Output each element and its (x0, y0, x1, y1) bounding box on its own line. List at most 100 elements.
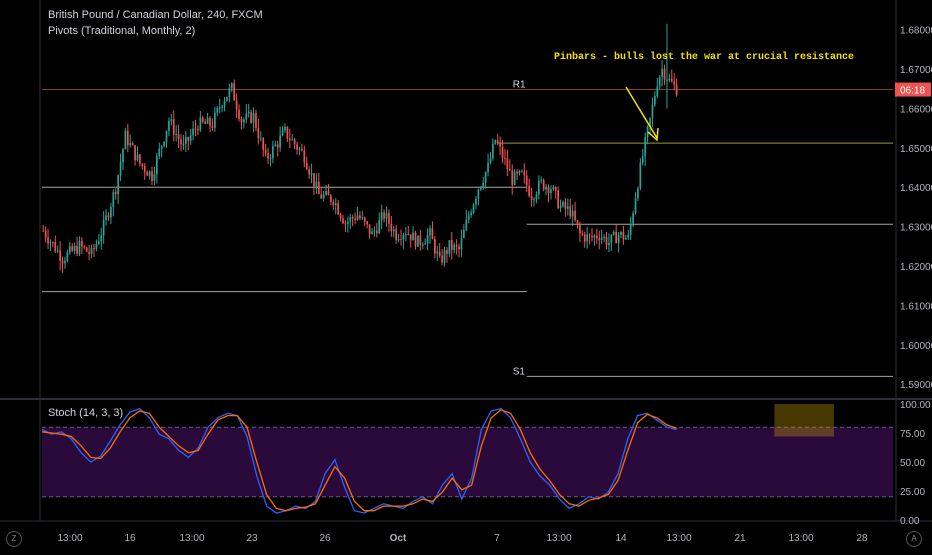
pivot-label: R1 (513, 80, 526, 91)
candle-body (73, 245, 76, 251)
candle-body (562, 202, 564, 206)
candle-body (574, 210, 576, 221)
candle-body (136, 154, 139, 161)
candle-body (649, 117, 651, 127)
candle-body (327, 190, 330, 196)
candle-body (330, 195, 332, 202)
time-tick-label: 21 (734, 533, 746, 544)
candle-body (547, 186, 550, 194)
candle-body (629, 223, 632, 235)
candle-body (368, 224, 371, 235)
symbol-title: British Pound / Canadian Dollar, 240, FX… (48, 9, 263, 21)
candle-body (131, 143, 134, 146)
candle-body (255, 113, 257, 129)
candle-body (226, 97, 228, 102)
annotation-text: Pinbars - bulls lost the war at crucial … (554, 51, 854, 63)
time-tick-label: 26 (319, 533, 331, 544)
stoch-tick-label: 50.00 (900, 458, 925, 469)
candle-body (550, 189, 552, 194)
candle-body (119, 162, 122, 176)
candle-body (518, 170, 521, 174)
candle-body (424, 243, 427, 245)
z-icon[interactable]: Z (6, 531, 22, 547)
candle-body (88, 251, 90, 254)
candle-body (458, 246, 460, 250)
candle-body (385, 213, 388, 219)
candle-body (298, 148, 301, 150)
candle-body (81, 241, 83, 247)
candle-body (405, 234, 407, 236)
candle-body (475, 198, 477, 205)
price-badge (895, 82, 931, 97)
candle-body (595, 235, 598, 239)
candle-body (199, 117, 202, 131)
candle-body (126, 130, 129, 146)
candle-body (361, 217, 364, 219)
candle-body (421, 244, 424, 246)
candle-body (114, 191, 117, 195)
candle-body (286, 126, 289, 139)
time-tick-label: 23 (246, 533, 258, 544)
candle-body (71, 246, 74, 251)
candle-body (375, 230, 378, 234)
time-tick-label: 7 (494, 533, 500, 544)
candle-body (349, 217, 352, 222)
candle-body (533, 199, 535, 201)
price-tick-label: 1.61000 (900, 301, 932, 312)
candle-body (315, 181, 318, 187)
candle-body (204, 121, 207, 124)
candle-body (269, 157, 272, 159)
candle-body (460, 237, 463, 250)
pivot-label: S1 (513, 366, 526, 377)
candle-body (397, 239, 400, 241)
a-icon[interactable]: A (906, 531, 922, 547)
candle-body (506, 158, 509, 169)
candle-body (346, 221, 349, 224)
candle-body (247, 111, 250, 114)
candle-body (482, 182, 485, 187)
candle-body (523, 171, 526, 176)
price-tick-label: 1.63000 (900, 223, 932, 234)
candle-body (257, 128, 260, 139)
candle-body (586, 234, 589, 242)
candle-body (581, 233, 584, 235)
candle-body (293, 139, 296, 145)
candle-body (93, 247, 95, 249)
time-tick-label: 13:00 (788, 533, 813, 544)
candle-body (310, 173, 313, 175)
candle-body (83, 246, 86, 248)
candle-body (380, 212, 383, 220)
candle-body (97, 241, 100, 244)
candle-body (56, 250, 59, 252)
candle-body (673, 81, 676, 85)
price-tick-label: 1.65000 (900, 144, 932, 155)
candle-body (559, 205, 562, 208)
price-tick-label: 1.60000 (900, 341, 932, 352)
candle-body (583, 234, 586, 242)
candle-body (392, 229, 395, 232)
candle-body (262, 138, 265, 150)
candle-body (153, 174, 156, 181)
candle-body (646, 126, 649, 138)
price-tick-label: 1.66000 (900, 104, 932, 115)
candle-body (620, 231, 622, 235)
candle-body (296, 144, 298, 150)
stoch-tick-label: 75.00 (900, 429, 925, 440)
candle-body (489, 158, 492, 163)
candle-body (363, 217, 366, 222)
candle-body (651, 104, 654, 118)
candle-body (499, 143, 501, 147)
time-tick-label: 13:00 (57, 533, 82, 544)
time-tick-label: 13:00 (546, 533, 571, 544)
candle-body (598, 238, 601, 241)
candle-body (288, 138, 291, 141)
candle-body (564, 202, 567, 209)
candle-body (177, 134, 180, 140)
candle-body (259, 138, 262, 140)
candle-body (85, 247, 88, 252)
candle-body (552, 187, 555, 190)
candle-body (47, 237, 49, 244)
candle-body (521, 170, 523, 172)
candle-body (141, 163, 144, 167)
